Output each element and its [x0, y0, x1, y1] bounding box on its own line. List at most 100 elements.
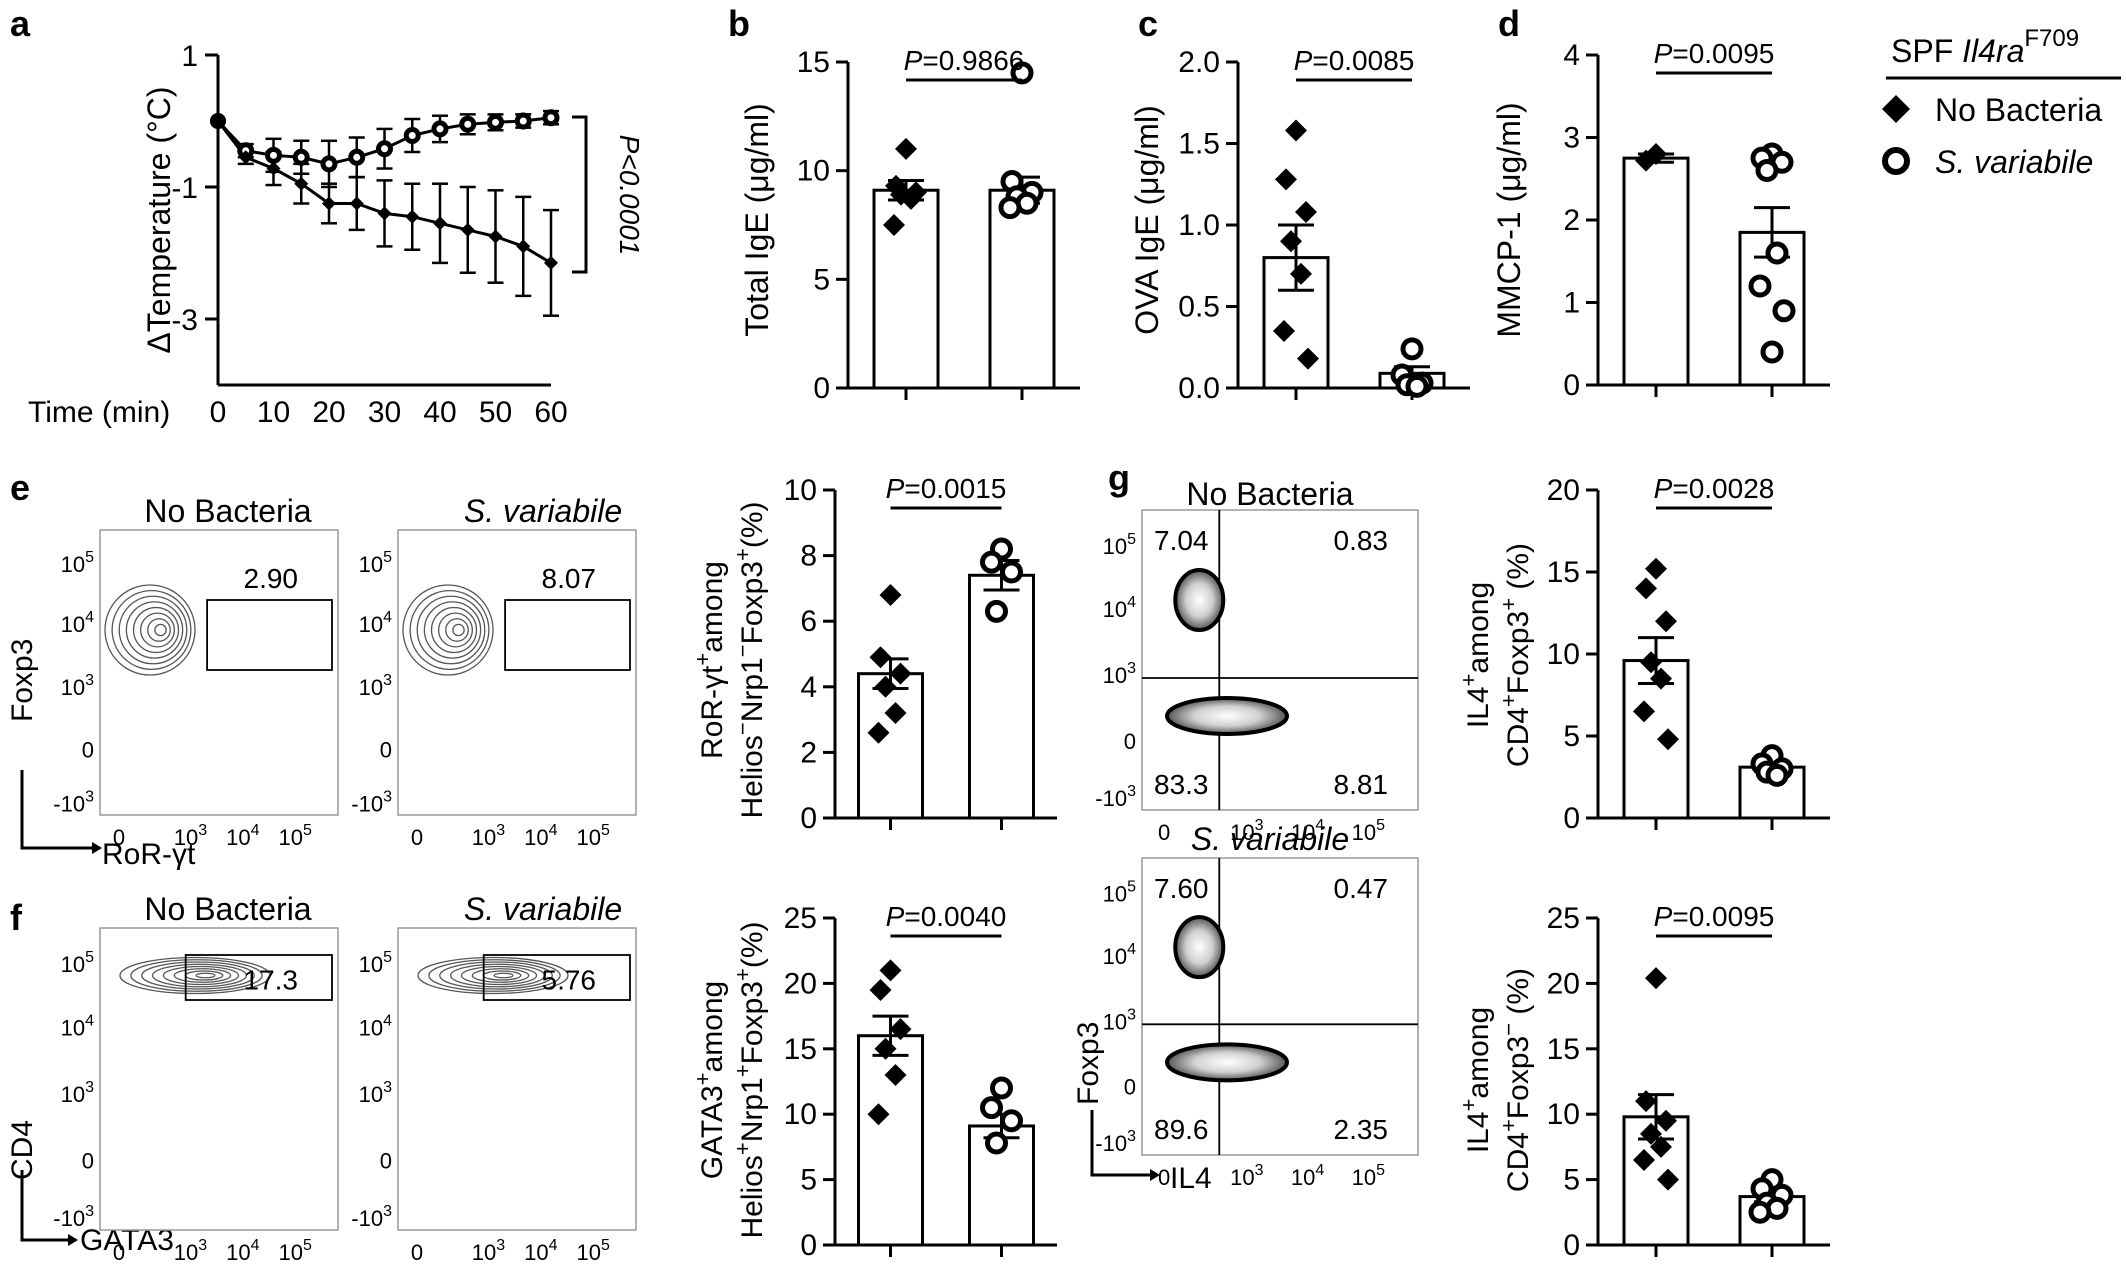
- panel-a-point: [377, 206, 392, 221]
- panel-g-upper-y-axis-title-line2: CD4+Foxp3+ (%): [1496, 543, 1535, 767]
- panel-g2-ytick-label: 15: [1547, 1033, 1580, 1066]
- legend-diamond-icon: [1882, 95, 1910, 123]
- flow-plot-frames: 105 104 103 0 -103 0 103 104 105 2.90 105 104 103 0 -1…: [53, 509, 1419, 1265]
- flow-g-plot-1-ytick-label: 105: [1103, 879, 1136, 907]
- panel-g-lower-bar-chart: IL4+among CD4+Foxp3− (%) 0 5 10 15 20 25 P=0.0…: [1456, 901, 1830, 1262]
- panel-g2-data-point: [1633, 1148, 1655, 1171]
- flow-e-plot-0-contour: [125, 601, 184, 659]
- legend-label-no-bacteria: No Bacteria: [1935, 92, 2102, 128]
- panel-e-y-axis-title-line2: Helios−Nrp1−Foxp3+(%): [730, 501, 769, 818]
- flow-g-plot-1-ytick-label: 0: [1124, 1075, 1136, 1100]
- panel-e-ytick-label: 6: [800, 605, 817, 638]
- panel-a-point: [266, 161, 281, 176]
- flow-e-arrow-head-icon: [92, 842, 102, 854]
- flow-g-plot-0-ytick-label: 103: [1103, 660, 1136, 688]
- flow-f-plot-1-contour: [439, 961, 553, 990]
- panel-f-bar-chart: GATA3+among Helios+Nrp1+Foxp3+(%) 0 5 10 15…: [690, 901, 1057, 1262]
- panel-e-data-point: [1000, 560, 1023, 584]
- panel-e-data-point: [879, 583, 902, 606]
- panel-c-data-point: [1285, 119, 1307, 142]
- panel-c-ytick-label: 1.0: [1178, 209, 1220, 242]
- flow-f-title-no-bacteria: No Bacteria: [144, 891, 311, 927]
- flow-f-plot-0-xtick-label: 104: [226, 1237, 259, 1265]
- panel-a-point: [294, 176, 309, 191]
- panel-c-data-point: [1275, 168, 1297, 191]
- panel-e-ytick-label: 4: [800, 671, 817, 704]
- flow-g-plot-1-ytick-label: 104: [1103, 941, 1136, 969]
- flow-g-axis-arrow: [1090, 1110, 1150, 1177]
- panel-a-ytick-label: -3: [171, 304, 198, 337]
- flow-f-plot-1-contour: [493, 972, 514, 979]
- panel-d-ytick-label: 2: [1563, 204, 1580, 237]
- panel-a-point: [514, 112, 532, 130]
- flow-e-plot-1-gate: [504, 599, 631, 671]
- panel-g2-data-point: [1655, 1109, 1677, 1132]
- panel-a-xtick-label: 10: [257, 396, 290, 429]
- panel-d-bar: [1622, 156, 1690, 387]
- flow-f-plot-1-ytick-label: 103: [359, 1079, 392, 1107]
- flow-e-plot-0-ytick-label: -103: [53, 789, 94, 817]
- panel-b-y-axis-title: Total IgE (μg/ml): [739, 103, 775, 337]
- flow-f-plot-0-contour: [173, 968, 232, 983]
- panel-f-ytick-label: 0: [800, 1229, 817, 1262]
- flow-e-plot-0-xtick-label: 0: [113, 825, 125, 850]
- flow-f-plot-0-gate: [184, 954, 333, 1001]
- flow-g-plot-0-population-foxp3: [1173, 568, 1226, 632]
- panel-a-y-axis-title: ΔTemperature (°C): [141, 86, 177, 353]
- panel-g2-data-point: [1657, 1168, 1679, 1191]
- panel-e-data-point: [985, 599, 1008, 623]
- flow-g-plot-1-quadrant-value: 89.6: [1154, 1114, 1209, 1145]
- flow-g-x-axis-label: IL4: [1170, 1162, 1212, 1195]
- panel-g1-data-point: [1657, 728, 1679, 751]
- panel-a-point: [403, 127, 421, 145]
- flow-f-plot-1-xtick-label: 104: [524, 1237, 557, 1265]
- panel-b-data-point: [895, 137, 917, 160]
- panel-a-point: [320, 155, 338, 173]
- flow-f-plot-0-contour: [119, 956, 271, 995]
- flow-e-plot-0-contour: [111, 589, 192, 671]
- panel-f-data-point: [1000, 1109, 1023, 1133]
- flow-e-title-s-variabile: S. variabile: [464, 493, 622, 529]
- flow-g-y-axis-label: Foxp3: [1072, 1022, 1105, 1105]
- flow-g-plot-0-ytick-label: -103: [1095, 783, 1136, 811]
- flow-f-plot-0-contour: [141, 961, 255, 990]
- panel-g1-ytick-label: 5: [1563, 720, 1580, 753]
- panel-f-y-axis-title-line1: GATA3+among: [690, 981, 729, 1180]
- flow-f-plot-1-gate: [482, 954, 631, 1001]
- panel-g1-data-point: [1765, 763, 1789, 787]
- panel-e-pvalue: P=0.0015: [886, 473, 1007, 504]
- flow-e-plot-0-contour: [139, 612, 176, 648]
- panel-b-ytick-label: 10: [797, 155, 830, 188]
- flow-g-plot-0-xtick-label: 103: [1230, 817, 1263, 845]
- flow-e-plot-0-xtick-label: 103: [174, 822, 207, 850]
- flow-e-plot-1-xtick-label: 0: [411, 825, 423, 850]
- panel-f-data-point: [990, 1076, 1013, 1100]
- panel-e-ytick-label: 8: [800, 540, 817, 573]
- flow-f-plot-0-ytick-label: 103: [61, 1079, 94, 1107]
- flow-f-plot-1-contour: [449, 963, 546, 988]
- panel-f-data-point: [867, 1103, 890, 1126]
- flow-e-plot-0-xtick-label: 104: [226, 822, 259, 850]
- flow-f-plot-0-ytick-label: 0: [82, 1149, 94, 1174]
- flow-g-plot-1-xtick-label: 105: [1352, 1162, 1385, 1190]
- panel-b-bar: [872, 188, 940, 390]
- panel-b-bar: [988, 188, 1056, 390]
- flow-e-plot-0-ytick-label: 105: [61, 549, 94, 577]
- panel-a-point: [210, 113, 226, 129]
- panel-f-data-point: [889, 1018, 912, 1041]
- panel-e-data-point: [869, 646, 892, 669]
- panel-letter-d: d: [1498, 3, 1520, 44]
- panel-a-point: [405, 209, 420, 224]
- flow-f-plot-0-ytick-label: -103: [53, 1203, 94, 1231]
- flow-f-plot-0-ytick-label: 105: [61, 949, 94, 977]
- legend: SPF Il4raF709 No Bacteria S. variabile: [1882, 25, 2121, 180]
- flow-f-plot-1-xtick-label: 105: [576, 1237, 609, 1265]
- panel-a-x-axis-title: Time (min): [28, 396, 170, 429]
- flow-e-plot-0-gate-value: 2.90: [244, 563, 299, 594]
- panel-g2-data-point: [1748, 1200, 1772, 1224]
- flow-f-arrow-head-icon: [68, 1234, 78, 1246]
- flow-e-plot-0-frame: [99, 529, 339, 816]
- flow-e-plot-0-contour: [147, 618, 171, 642]
- flow-g-plot-1-xtick-label: 0: [1158, 1165, 1170, 1190]
